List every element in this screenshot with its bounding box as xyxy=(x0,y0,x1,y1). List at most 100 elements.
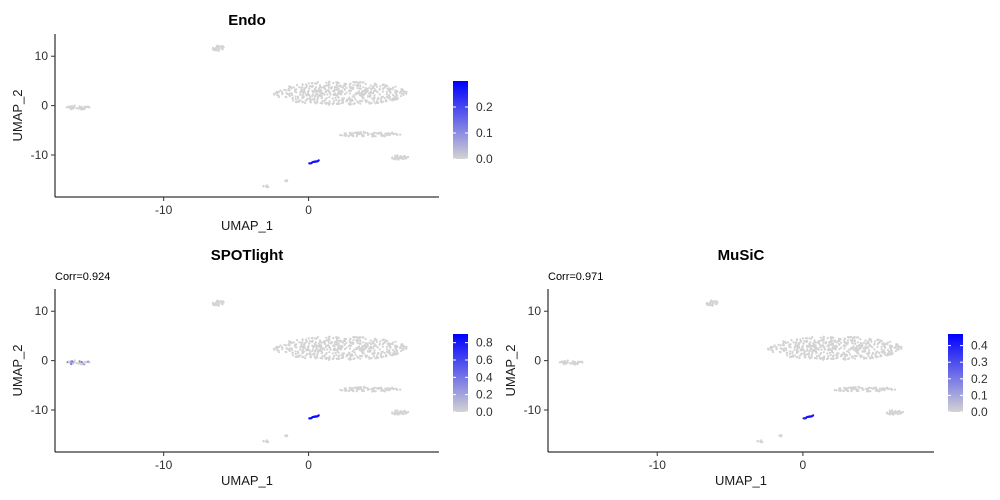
scatter-point xyxy=(402,93,405,96)
scatter-point xyxy=(348,341,351,344)
scatter-point xyxy=(337,81,340,84)
y-axis-title: UMAP_2 xyxy=(503,344,518,396)
scatter-point xyxy=(359,386,363,389)
scatter-point xyxy=(808,349,811,352)
scatter-point xyxy=(73,361,76,364)
scatter-point xyxy=(301,96,304,100)
scatter-point xyxy=(332,82,335,85)
scatter-point xyxy=(566,359,569,362)
scatter-point xyxy=(377,96,380,99)
scatter-point xyxy=(331,102,334,105)
scatter-point xyxy=(290,92,293,95)
scatter-point xyxy=(382,338,385,341)
panel-2: MuSiC Corr=0.971 10 0 -10 -10 0 UMAP_1 UMAP_2 0.0… xyxy=(503,247,988,488)
scatter-point xyxy=(842,351,846,354)
scatter-point xyxy=(340,102,343,105)
scatter-point xyxy=(274,91,278,94)
scatter-point xyxy=(314,337,317,340)
scatter-point xyxy=(878,389,881,392)
scatter-point xyxy=(316,101,319,104)
scatter-point xyxy=(800,352,803,355)
scatter-point xyxy=(325,97,328,100)
scatter-point xyxy=(321,357,324,360)
scatter-point xyxy=(847,348,851,351)
scatter-point xyxy=(391,348,395,352)
scatter-point xyxy=(405,92,408,95)
scatter-point xyxy=(792,355,795,358)
scatter-point xyxy=(349,353,352,356)
scatter-point xyxy=(847,357,850,361)
scatter-point xyxy=(381,95,384,98)
scatter-point xyxy=(272,347,275,350)
scatter-point xyxy=(895,347,898,350)
scatter-point xyxy=(311,337,314,340)
scatter-point xyxy=(880,348,883,351)
scatter-point xyxy=(834,348,837,351)
scatter-point xyxy=(826,352,829,355)
scatter-point xyxy=(861,342,864,345)
corr-subtitle: Corr=0.971 xyxy=(548,271,603,283)
scatter-point xyxy=(300,343,303,346)
scatter-point xyxy=(332,337,335,340)
legend-label: 0.1 xyxy=(476,126,493,140)
scatter-point xyxy=(345,353,348,356)
cluster-right-small xyxy=(391,409,410,416)
scatter-point xyxy=(78,360,81,363)
scatter-point xyxy=(309,355,312,358)
scatter-point xyxy=(357,356,360,359)
scatter-point xyxy=(352,102,355,106)
scatter-point xyxy=(319,345,322,348)
scatter-point xyxy=(368,86,371,89)
scatter-points xyxy=(65,299,410,444)
scatter-point xyxy=(351,389,354,392)
scatter-point xyxy=(836,341,839,344)
scatter-point xyxy=(843,341,846,344)
scatter-point xyxy=(302,100,305,103)
scatter-point xyxy=(306,352,309,355)
legend-label: 0.2 xyxy=(476,388,493,402)
scatter-point xyxy=(305,349,308,352)
scatter-point xyxy=(351,132,354,135)
scatter-point xyxy=(360,350,364,353)
scatter-point xyxy=(835,357,838,360)
x-axis-title: UMAP_1 xyxy=(221,473,273,488)
scatter-point xyxy=(374,88,377,91)
scatter-point xyxy=(221,300,225,303)
scatter-point xyxy=(357,83,360,86)
scatter-point xyxy=(356,84,359,87)
scatter-point xyxy=(308,94,311,97)
x-tick-label: -10 xyxy=(155,458,173,472)
scatter-point xyxy=(866,346,869,350)
cluster-bottom-left-b xyxy=(778,434,783,438)
scatter-point xyxy=(368,346,371,349)
scatter-point xyxy=(296,339,299,342)
scatter-point xyxy=(368,341,371,344)
scatter-point xyxy=(313,352,316,355)
scatter-point xyxy=(843,337,847,340)
scatter-point xyxy=(815,357,818,360)
scatter-point xyxy=(838,348,841,351)
scatter-point xyxy=(851,339,854,342)
scatter-point xyxy=(372,346,375,350)
scatter-point xyxy=(858,354,861,357)
scatter-point xyxy=(873,342,876,346)
scatter-point xyxy=(820,339,823,342)
scatter-point xyxy=(297,100,300,103)
scatter-point xyxy=(324,98,327,101)
scatter-point xyxy=(845,387,849,390)
scatter-point xyxy=(802,337,805,340)
scatter-point xyxy=(820,348,823,351)
scatter-point xyxy=(831,357,834,360)
scatter-point xyxy=(88,106,91,109)
scatter-point xyxy=(400,88,403,91)
scatter-point xyxy=(839,341,843,344)
scatter-point xyxy=(324,343,327,346)
scatter-point xyxy=(272,92,275,95)
scatter-point xyxy=(815,352,818,355)
scatter-point xyxy=(345,86,348,89)
scatter-point xyxy=(832,336,835,339)
scatter-point xyxy=(70,108,73,111)
colorbar xyxy=(453,334,468,412)
scatter-point xyxy=(880,389,883,392)
scatter-point xyxy=(279,344,282,347)
